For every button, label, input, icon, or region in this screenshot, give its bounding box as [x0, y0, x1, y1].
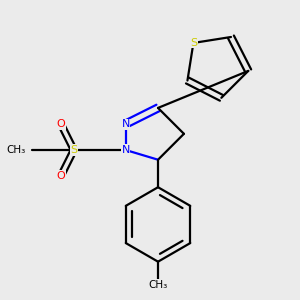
Text: O: O: [56, 119, 65, 129]
Text: CH₃: CH₃: [6, 145, 25, 155]
Text: CH₃: CH₃: [148, 280, 168, 290]
Text: N: N: [122, 145, 130, 155]
Text: N: N: [122, 119, 130, 129]
Text: O: O: [56, 171, 65, 181]
Text: S: S: [70, 145, 77, 155]
Text: S: S: [190, 38, 197, 48]
